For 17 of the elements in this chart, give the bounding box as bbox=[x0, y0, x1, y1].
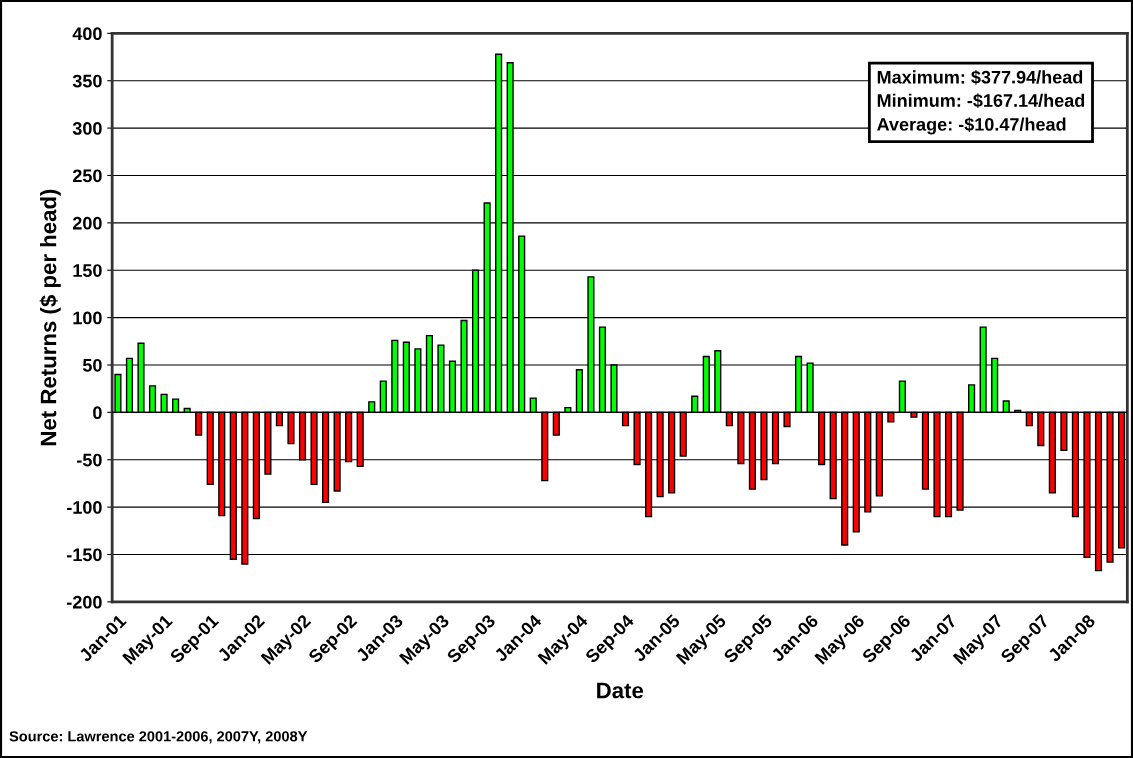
y-axis-title: Net Returns ($ per head) bbox=[39, 189, 61, 446]
y-tick-label: 200 bbox=[72, 216, 102, 230]
source-note: Source: Lawrence 2001-2006, 2007Y, 2008Y bbox=[9, 731, 308, 744]
annotation: Maximum: $377.94/head Minimum: -$167.14/head Average: -$10.47/head bbox=[877, 69, 1085, 135]
y-tick-label: 150 bbox=[73, 264, 102, 277]
y-tick-label: 100 bbox=[73, 311, 102, 325]
y-tick-label: -150 bbox=[67, 548, 102, 562]
y-tick-label: 400 bbox=[72, 27, 102, 41]
y-tick-label: 50 bbox=[82, 358, 102, 372]
y-tick-label: -50 bbox=[77, 453, 102, 467]
x-axis-title: Date bbox=[597, 682, 644, 699]
y-tick-label: 350 bbox=[72, 74, 102, 88]
y-tick-label: -100 bbox=[67, 501, 102, 514]
y-tick-label: 0 bbox=[93, 406, 102, 420]
y-tick-label: -200 bbox=[67, 595, 102, 609]
y-tick-label: 250 bbox=[72, 169, 102, 183]
y-tick-label: 300 bbox=[72, 122, 102, 135]
